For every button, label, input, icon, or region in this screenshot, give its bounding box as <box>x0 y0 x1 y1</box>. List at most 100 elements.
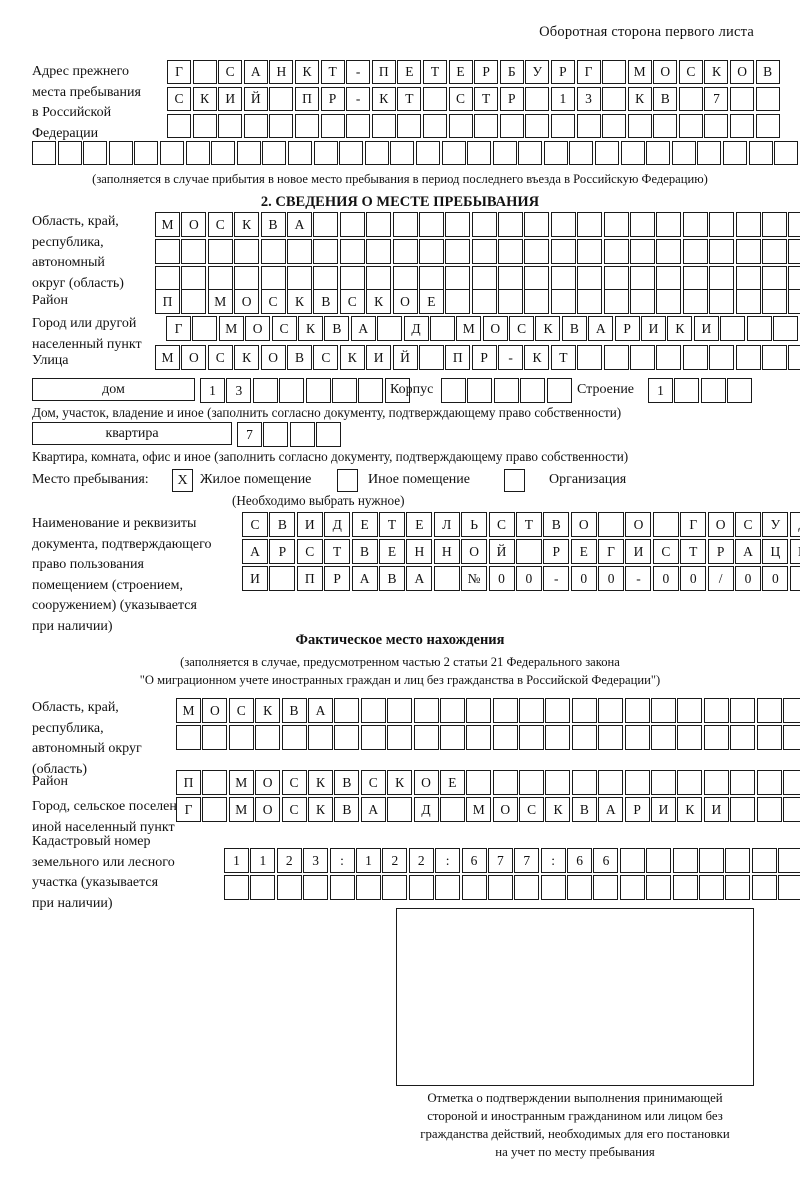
form-cell[interactable] <box>286 266 312 291</box>
form-cell[interactable] <box>269 114 294 138</box>
form-cell[interactable] <box>471 239 497 264</box>
form-cell[interactable] <box>603 239 629 264</box>
form-cell[interactable] <box>360 698 386 723</box>
form-cell[interactable]: Ц <box>762 539 789 564</box>
form-cell[interactable]: В <box>281 698 307 723</box>
form-cell[interactable] <box>735 289 761 314</box>
form-cell[interactable] <box>550 114 575 138</box>
form-cell[interactable] <box>167 114 191 138</box>
form-cell[interactable]: М <box>176 698 201 723</box>
form-cell[interactable]: С <box>271 316 297 341</box>
form-cell[interactable]: Г <box>166 316 191 341</box>
form-cell[interactable]: О <box>255 770 281 795</box>
form-cell[interactable] <box>598 698 624 723</box>
form-cell[interactable]: С <box>678 60 703 84</box>
form-cell[interactable] <box>445 212 471 237</box>
form-cell[interactable] <box>377 316 403 341</box>
form-cell[interactable] <box>577 266 603 291</box>
form-cell[interactable] <box>498 289 524 314</box>
form-cell[interactable] <box>445 289 471 314</box>
form-cell[interactable] <box>250 875 276 900</box>
form-cell[interactable] <box>439 725 465 750</box>
form-cell[interactable]: А <box>735 539 762 564</box>
form-cell[interactable]: О <box>492 797 518 822</box>
form-cell[interactable]: М <box>155 212 180 237</box>
form-cell[interactable]: 0 <box>598 566 625 591</box>
form-cell[interactable] <box>735 239 761 264</box>
form-cell[interactable]: Н <box>433 539 460 564</box>
form-cell[interactable]: О <box>260 345 286 370</box>
form-cell[interactable]: С <box>296 539 323 564</box>
form-cell[interactable] <box>346 114 371 138</box>
form-cell[interactable] <box>519 770 545 795</box>
form-cell[interactable] <box>540 875 566 900</box>
form-cell[interactable] <box>207 266 233 291</box>
form-cell[interactable]: И <box>703 797 729 822</box>
form-cell[interactable] <box>656 289 682 314</box>
form-cell[interactable] <box>782 698 800 723</box>
form-cell[interactable]: С <box>519 797 545 822</box>
form-cell[interactable]: Т <box>422 60 447 84</box>
form-cell[interactable] <box>755 114 780 138</box>
form-cell[interactable] <box>415 141 440 165</box>
form-cell[interactable] <box>286 239 312 264</box>
form-cell[interactable]: И <box>641 316 667 341</box>
form-cell[interactable]: Р <box>324 566 351 591</box>
form-cell[interactable]: Г <box>176 797 201 822</box>
form-cell[interactable] <box>360 725 386 750</box>
form-cell[interactable] <box>492 770 518 795</box>
form-cell[interactable] <box>461 875 487 900</box>
form-cell[interactable] <box>678 87 703 111</box>
form-cell[interactable]: 2 <box>382 848 408 873</box>
form-cell[interactable] <box>778 848 800 873</box>
form-cell[interactable]: К <box>192 87 217 111</box>
form-cell[interactable] <box>682 289 708 314</box>
form-cell[interactable] <box>567 875 593 900</box>
form-cell[interactable]: В <box>351 539 378 564</box>
form-cell[interactable]: Д <box>324 512 351 537</box>
form-cell[interactable] <box>603 289 629 314</box>
form-cell[interactable] <box>735 345 761 370</box>
form-cell[interactable] <box>422 114 447 138</box>
form-cell[interactable] <box>709 266 735 291</box>
form-cell[interactable]: И <box>296 512 323 537</box>
form-cell[interactable] <box>703 770 729 795</box>
form-cell[interactable]: - <box>498 345 524 370</box>
form-cell[interactable] <box>57 141 82 165</box>
stay-type-option-residential-checkbox[interactable]: X <box>172 469 193 492</box>
form-cell[interactable] <box>598 512 625 537</box>
form-cell[interactable] <box>329 875 355 900</box>
form-cell[interactable] <box>624 725 650 750</box>
form-cell[interactable] <box>602 60 627 84</box>
form-cell[interactable] <box>492 698 518 723</box>
form-cell[interactable] <box>519 725 545 750</box>
form-cell[interactable]: 6 <box>593 848 619 873</box>
form-cell[interactable] <box>439 797 465 822</box>
form-cell[interactable] <box>287 141 312 165</box>
form-cell[interactable]: О <box>653 60 678 84</box>
form-cell[interactable]: А <box>360 797 386 822</box>
form-cell[interactable]: К <box>545 797 571 822</box>
form-cell[interactable]: М <box>466 797 492 822</box>
form-cell[interactable] <box>672 875 698 900</box>
form-cell[interactable] <box>772 316 798 341</box>
form-cell[interactable] <box>682 345 708 370</box>
form-cell[interactable] <box>677 698 703 723</box>
form-cell[interactable] <box>651 770 677 795</box>
form-cell[interactable]: К <box>234 345 260 370</box>
form-cell[interactable] <box>303 875 329 900</box>
form-cell[interactable] <box>730 114 755 138</box>
form-cell[interactable] <box>471 266 497 291</box>
form-cell[interactable] <box>619 848 645 873</box>
form-cell[interactable] <box>392 239 418 264</box>
form-cell[interactable] <box>730 725 756 750</box>
form-cell[interactable] <box>439 698 465 723</box>
form-cell[interactable] <box>334 698 360 723</box>
form-cell[interactable] <box>224 875 249 900</box>
form-cell[interactable]: М <box>207 289 233 314</box>
document-row-1[interactable]: СВИДЕТЕЛЬСТВООГОСУД <box>242 512 800 537</box>
form-cell[interactable]: 1 <box>648 378 673 403</box>
form-cell[interactable] <box>202 725 228 750</box>
form-cell[interactable]: М <box>456 316 482 341</box>
